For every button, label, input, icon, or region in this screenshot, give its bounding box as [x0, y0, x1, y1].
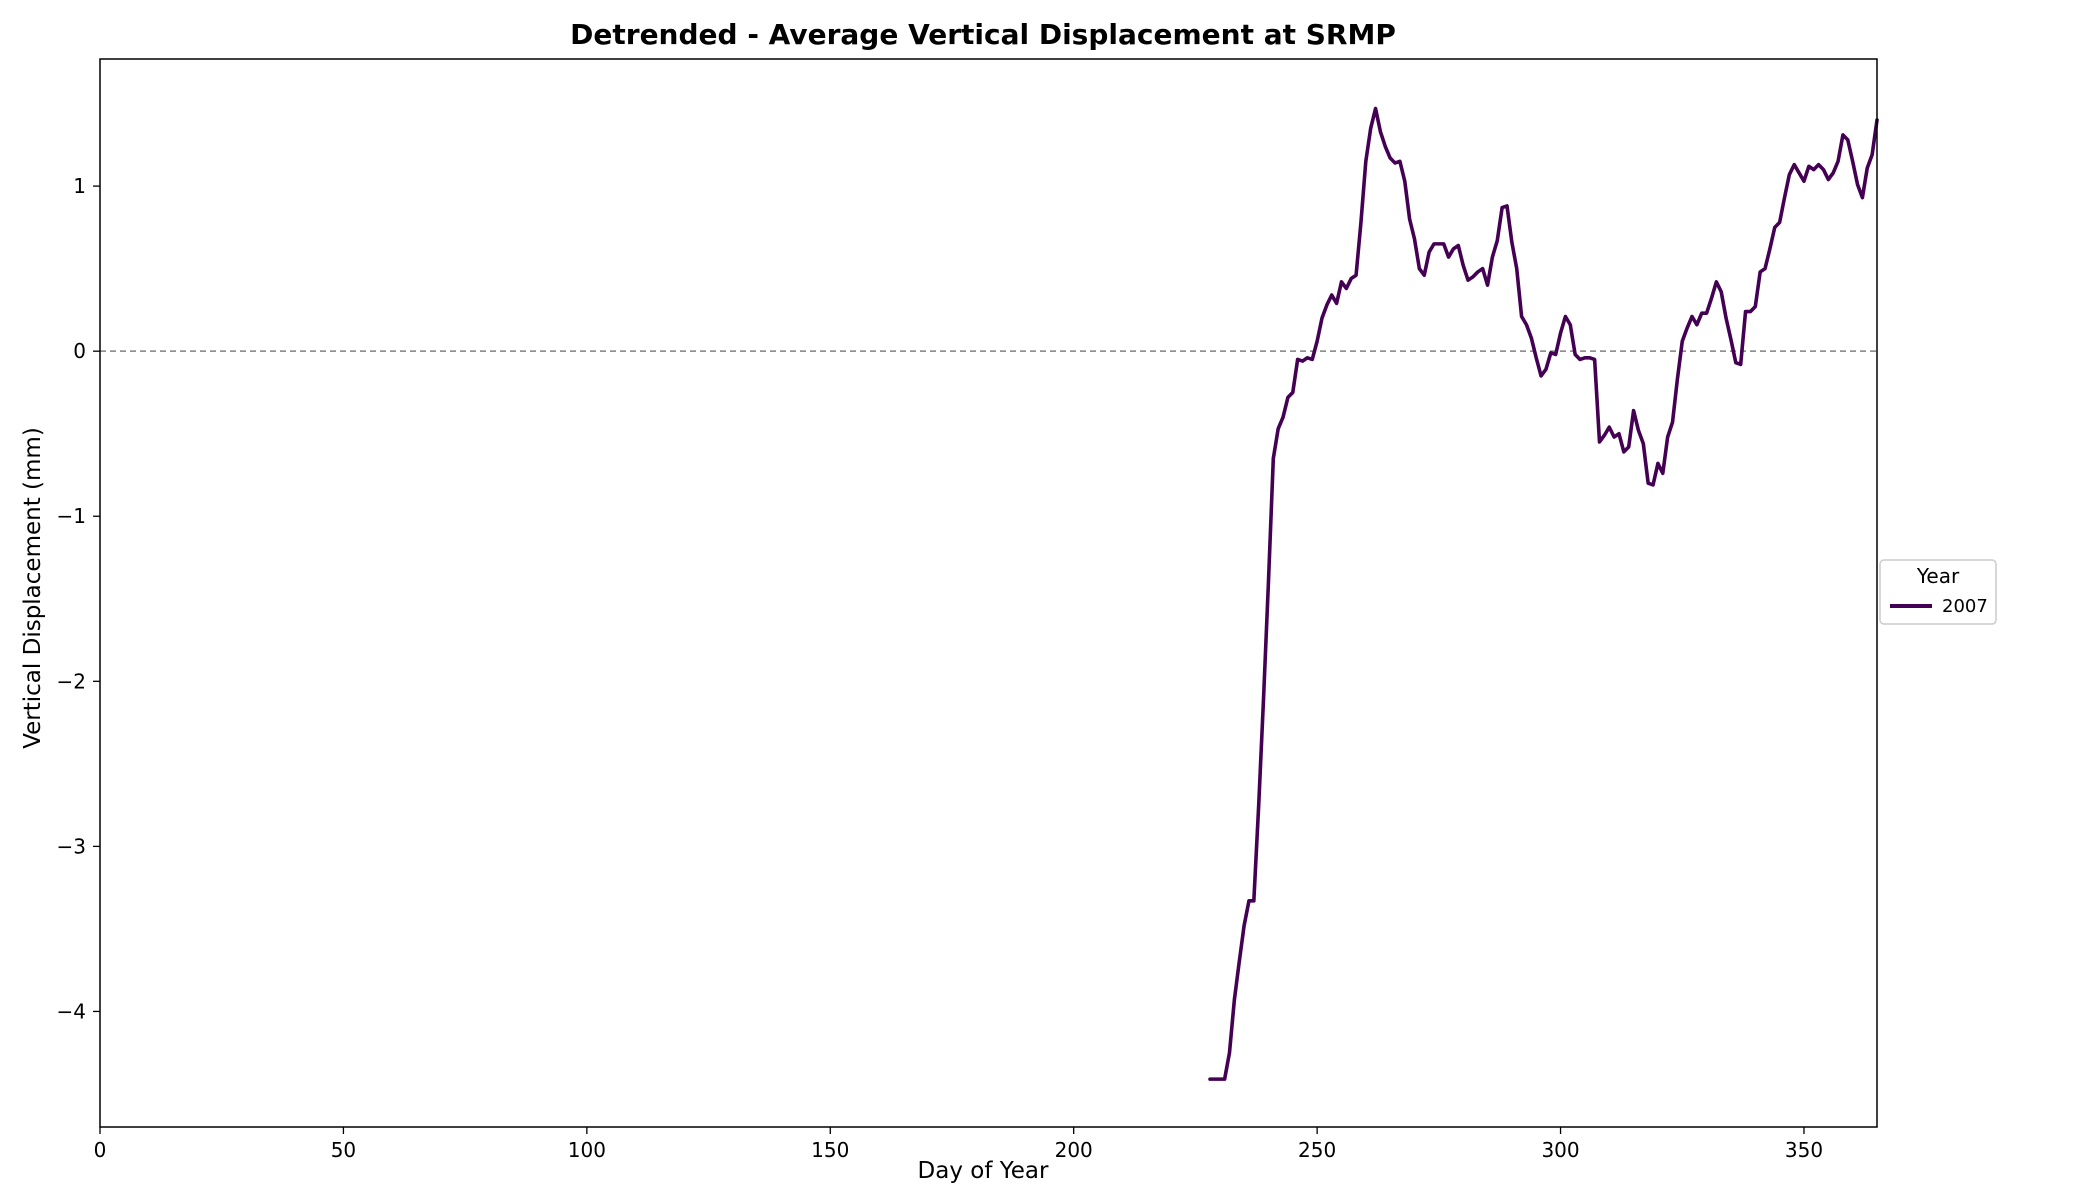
x-tick-label: 100 — [568, 1138, 606, 1162]
y-tick-label: 0 — [73, 339, 86, 363]
y-axis-label: Vertical Displacement (mm) — [20, 427, 46, 749]
series-line-2007 — [1208, 106, 1879, 1081]
y-tick-label: −2 — [57, 669, 86, 693]
series-group — [1208, 106, 1879, 1081]
x-tick-label: 250 — [1298, 1138, 1336, 1162]
x-tick-label: 0 — [94, 1138, 107, 1162]
y-tick-label: 1 — [73, 174, 86, 198]
legend-title: Year — [1916, 564, 1960, 588]
x-tick-label: 200 — [1055, 1138, 1093, 1162]
x-tick-label: 50 — [331, 1138, 356, 1162]
plot-background — [100, 59, 1877, 1127]
legend: Year 2007 — [1879, 559, 1997, 625]
plot-frame — [99, 58, 1878, 1128]
plot-area — [100, 59, 1877, 1127]
y-tick-label: −1 — [57, 504, 86, 528]
x-tick-label: 150 — [811, 1138, 849, 1162]
x-tick-label: 350 — [1785, 1138, 1823, 1162]
plot-border — [99, 58, 1878, 1128]
legend-label-2007: 2007 — [1942, 596, 1988, 617]
y-tick-label: −4 — [57, 999, 86, 1023]
y-axis-ticks: −4 −3 −2 −1 0 1 — [57, 174, 100, 1023]
chart-title: Detrended - Average Vertical Displacemen… — [570, 18, 1396, 51]
y-tick-label: −3 — [57, 834, 86, 858]
x-tick-label: 300 — [1541, 1138, 1579, 1162]
x-axis-ticks: 0 50 100 150 200 250 300 350 — [94, 1127, 1823, 1162]
x-axis-label: Day of Year — [918, 1158, 1049, 1184]
